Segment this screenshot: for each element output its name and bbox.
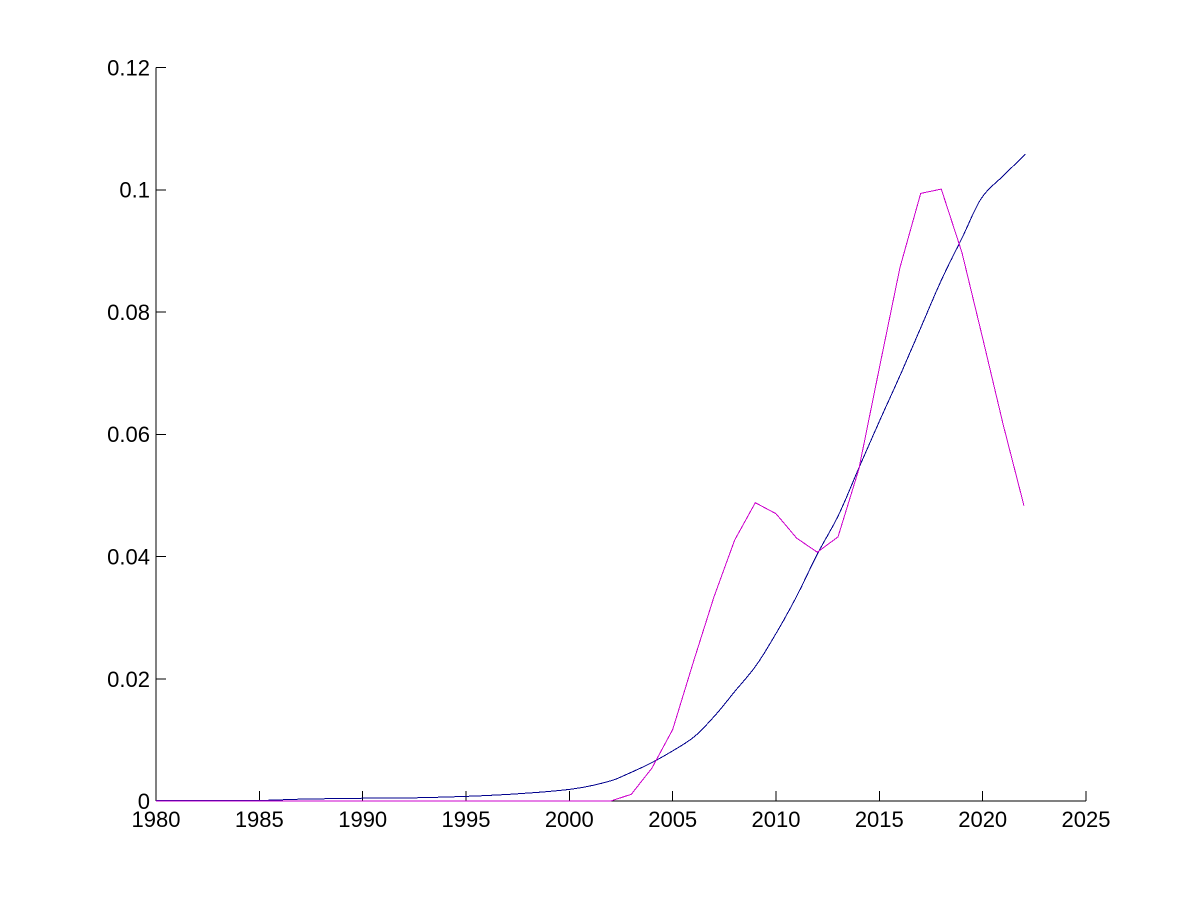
svg-text:2025: 2025 [1062,807,1111,832]
svg-text:1985: 1985 [235,807,284,832]
svg-text:2015: 2015 [855,807,904,832]
svg-text:2005: 2005 [648,807,697,832]
svg-text:0.1: 0.1 [119,178,150,203]
svg-text:1990: 1990 [338,807,387,832]
svg-text:1980: 1980 [132,807,181,832]
svg-text:0.08: 0.08 [107,300,150,325]
svg-text:2020: 2020 [958,807,1007,832]
svg-text:0.12: 0.12 [107,56,150,81]
svg-text:0.04: 0.04 [107,545,150,570]
svg-text:2010: 2010 [752,807,801,832]
svg-text:0.06: 0.06 [107,422,150,447]
svg-text:0: 0 [138,789,150,814]
svg-text:0.02: 0.02 [107,667,150,692]
svg-text:1995: 1995 [442,807,491,832]
svg-text:2000: 2000 [545,807,594,832]
